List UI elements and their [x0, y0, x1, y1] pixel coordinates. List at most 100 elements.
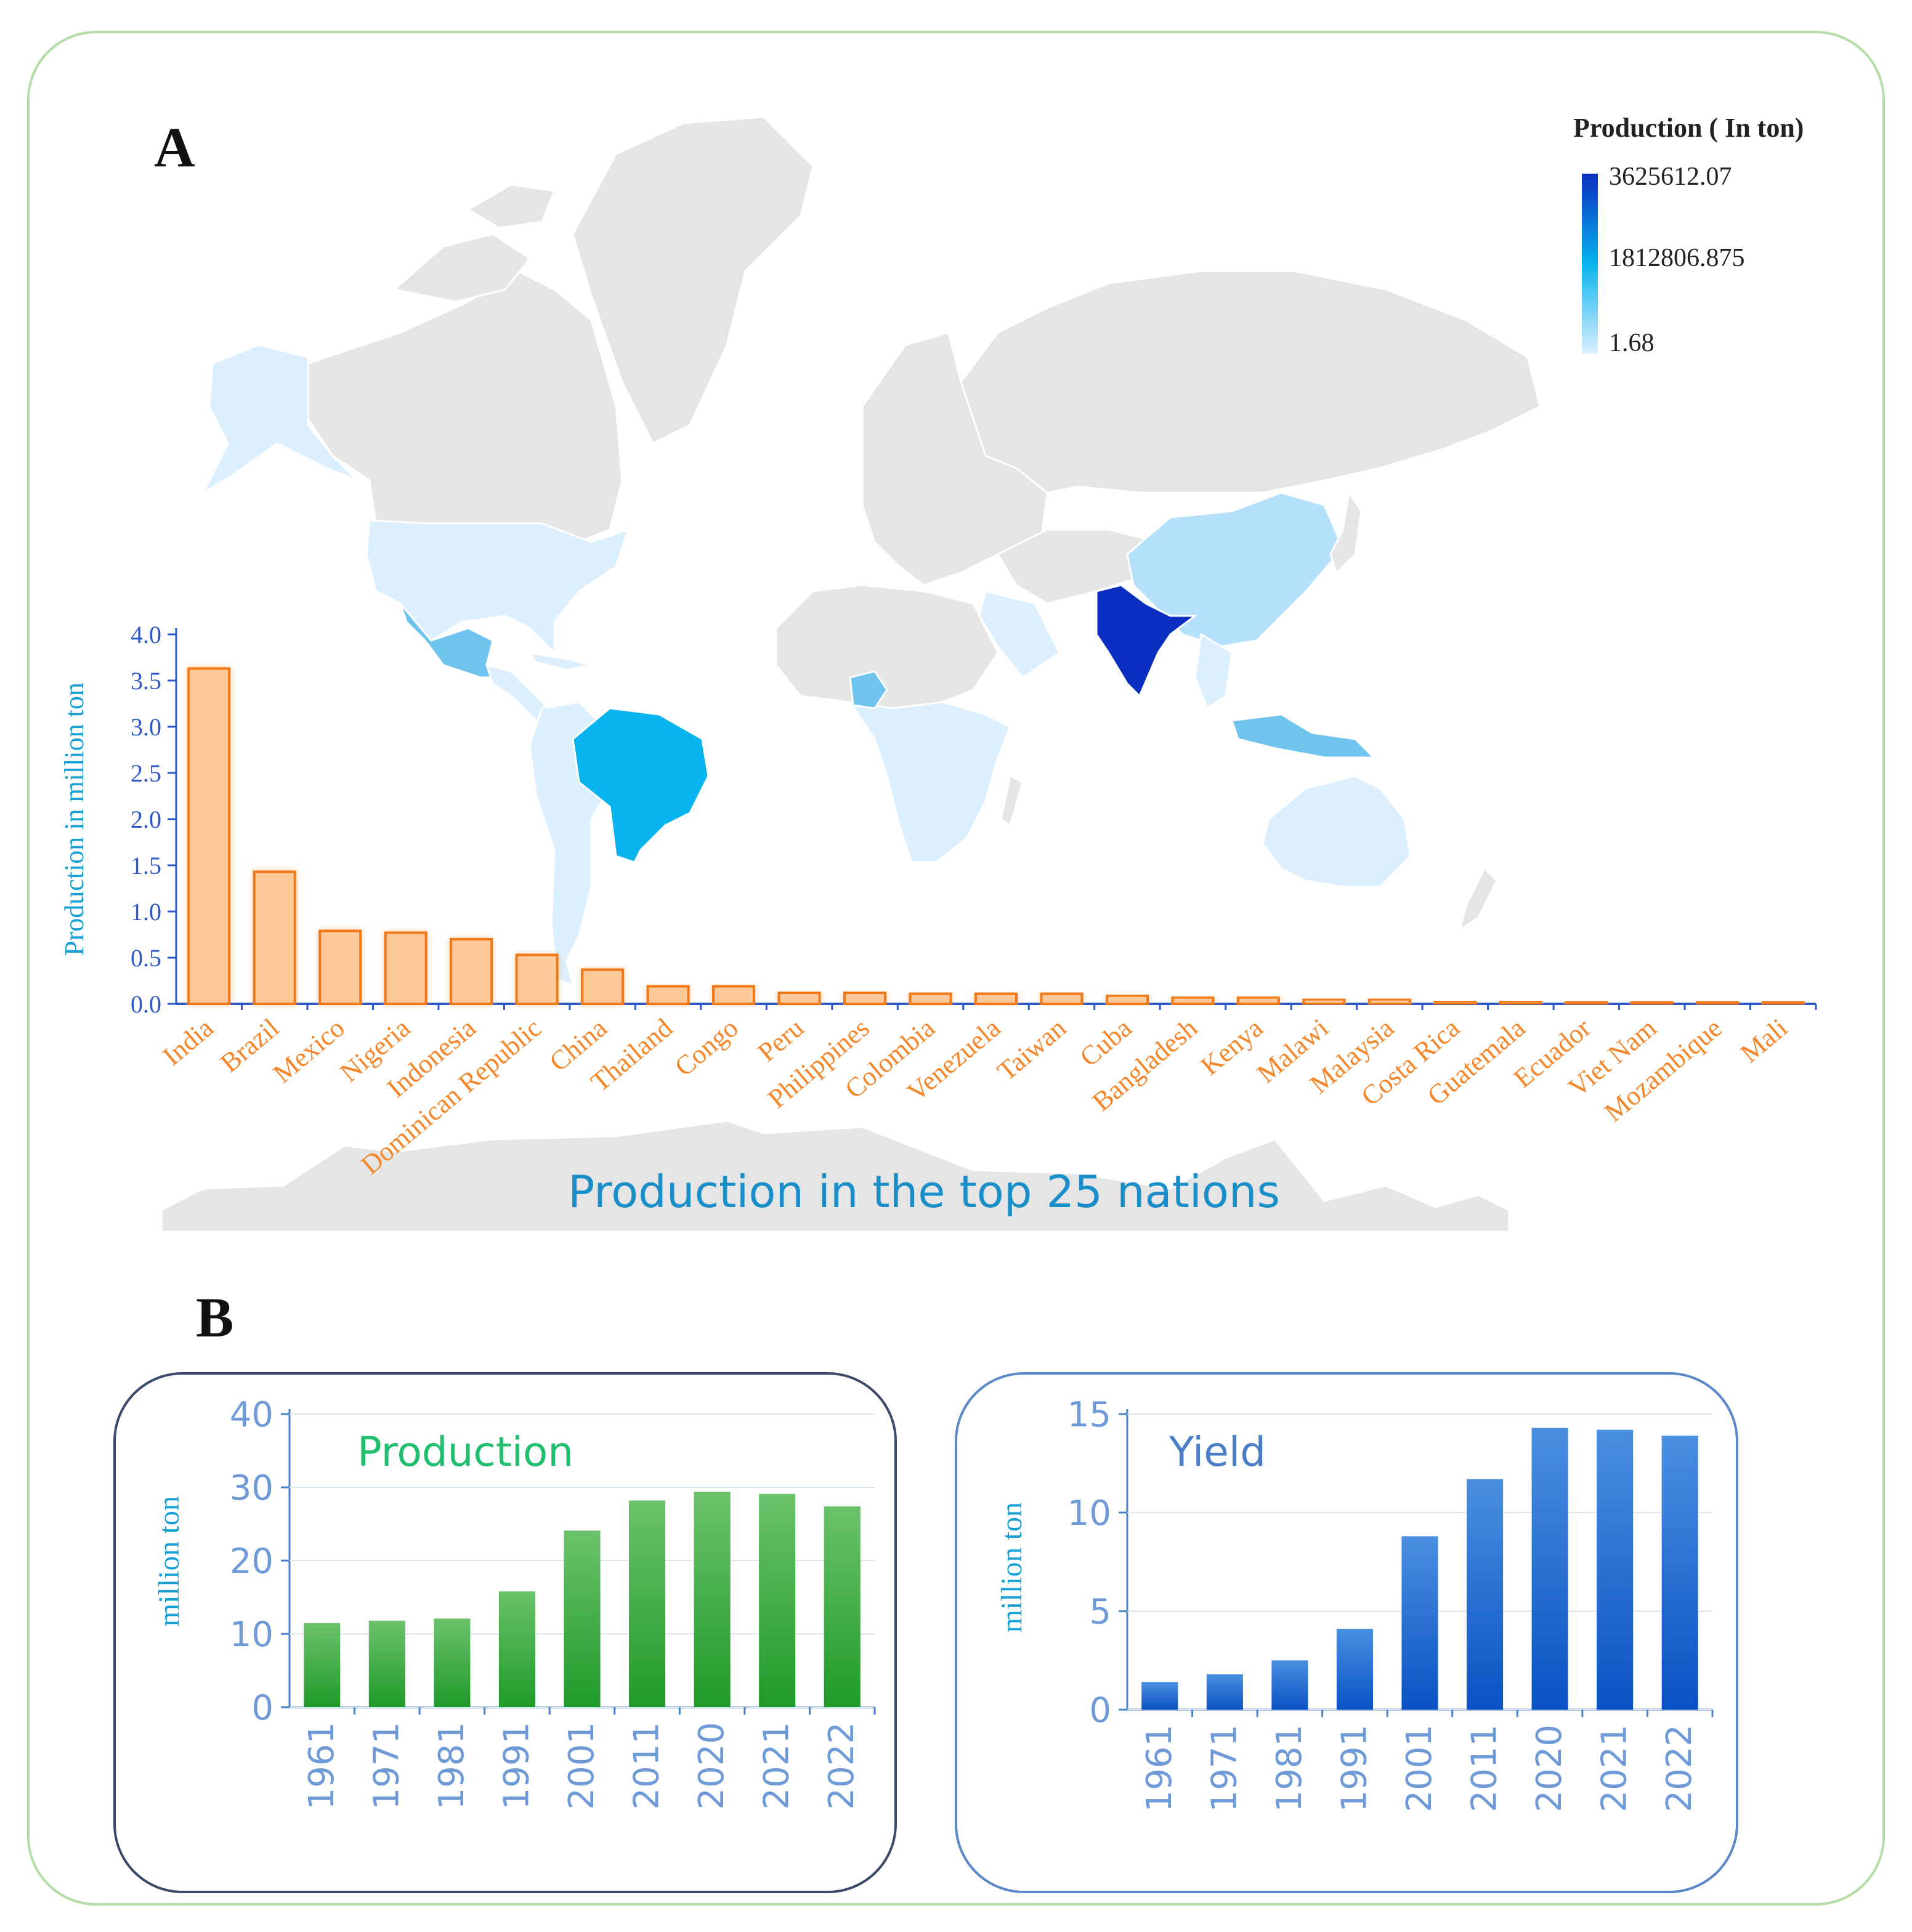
- yield-ytick-label: 15: [1067, 1395, 1111, 1435]
- map-antarctica: [160, 1120, 1510, 1233]
- yield-xlabel-2001: 2001: [1400, 1724, 1440, 1813]
- yield-chart: 0 5 10 15 1961 1971 1981 1991 2001 2011 2020 2021 2…: [995, 1395, 1714, 1813]
- top25-bar-nigeria: [384, 931, 427, 1005]
- yield-xlabel-2011: 2011: [1465, 1724, 1505, 1813]
- top25-bar-ecuador: [1565, 1000, 1608, 1005]
- map-africa-south: [848, 701, 1011, 863]
- legend-max-label: 3625612.07: [1609, 163, 1732, 191]
- top25-bar-guatemala: [1499, 1000, 1542, 1005]
- production-bar-2021: [759, 1493, 796, 1707]
- map-alaska: [201, 344, 358, 495]
- top25-ytick-label: 3.5: [131, 667, 161, 695]
- production-box: [113, 1372, 897, 1893]
- production-xlabel-1961: 1961: [302, 1722, 342, 1810]
- production-ytick-label: 10: [230, 1615, 273, 1655]
- yield-bar-2011: [1467, 1479, 1504, 1710]
- map-brazil: [572, 707, 710, 863]
- map-arctic-islands: [392, 233, 532, 303]
- map-caribbean: [527, 651, 592, 671]
- yield-xlabel-2022: 2022: [1659, 1724, 1699, 1813]
- top25-bar-china: [581, 968, 625, 1005]
- yield-x-labels: 1961 1971 1981 1991 2001 2011 2020 2021 2022: [1140, 1724, 1699, 1813]
- top25-bars: [187, 667, 1805, 1005]
- top25-bar-mexico: [318, 929, 362, 1005]
- map-australia: [1262, 775, 1412, 888]
- legend-mid-label: 1812806.875: [1609, 244, 1745, 272]
- yield-bars: [1141, 1428, 1698, 1710]
- yield-xlabel-1991: 1991: [1334, 1724, 1374, 1813]
- production-xlabel-1971: 1971: [367, 1722, 407, 1810]
- top25-bar-kenya: [1236, 996, 1280, 1005]
- production-chart: 0 10 20 30 40 1961 1971 1981 1991 2001 2011 2020 20…: [153, 1395, 876, 1810]
- map-madagascar: [1000, 774, 1024, 827]
- panel-b-label: B: [196, 1286, 233, 1349]
- top25-bar-bangladesh: [1171, 996, 1215, 1005]
- top25-bar-congo: [712, 985, 756, 1005]
- yield-bar-2021: [1597, 1429, 1634, 1710]
- top25-ytick-label: 1.0: [131, 898, 161, 926]
- yield-ytick-label: 0: [1089, 1691, 1111, 1731]
- map-southeast-asia: [1194, 633, 1233, 710]
- yield-bar-1981: [1271, 1660, 1308, 1710]
- top25-bar-dominican-republic: [515, 953, 559, 1005]
- yield-bar-1991: [1336, 1628, 1373, 1710]
- map-africa-north: [775, 584, 999, 709]
- production-xlabel-2001: 2001: [562, 1722, 602, 1810]
- yield-box: [955, 1372, 1738, 1893]
- panel-a-label: A: [154, 116, 195, 179]
- top25-bar-costa-rica: [1433, 1000, 1477, 1005]
- yield-bar-2001: [1401, 1536, 1438, 1710]
- top25-bar-philippines: [843, 992, 887, 1005]
- production-bar-1971: [368, 1620, 405, 1707]
- yield-xlabel-1961: 1961: [1140, 1724, 1180, 1813]
- map-russia: [960, 270, 1541, 494]
- yield-ytick-label: 10: [1067, 1493, 1111, 1534]
- top25-bar-peru: [777, 992, 821, 1005]
- top25-ytick-label: 0.0: [131, 990, 161, 1018]
- world-map: [160, 116, 1541, 1233]
- legend-min-label: 1.68: [1609, 329, 1655, 357]
- production-bar-2022: [824, 1506, 861, 1707]
- production-xlabel-1991: 1991: [496, 1722, 537, 1810]
- top25-ytick-label: 3.0: [131, 713, 161, 741]
- map-greenland: [572, 116, 814, 445]
- top25-ytick-label: 0.5: [131, 944, 161, 972]
- map-usa: [365, 519, 630, 655]
- production-bar-2020: [694, 1492, 731, 1707]
- map-india: [1095, 584, 1198, 698]
- top25-bar-viet-nam: [1630, 1000, 1674, 1005]
- top25-bar-india: [187, 667, 231, 1005]
- yield-title: Yield: [1169, 1428, 1266, 1476]
- yield-xlabel-2020: 2020: [1529, 1724, 1570, 1813]
- yield-bar-1961: [1141, 1682, 1178, 1710]
- production-ytick-label: 30: [230, 1468, 273, 1508]
- top25-bar-cuba: [1105, 994, 1149, 1005]
- legend-title: Production ( In ton): [1573, 113, 1804, 143]
- map-indonesia: [1230, 713, 1376, 759]
- top25-ytick-label: 2.0: [131, 806, 161, 833]
- top25-bar-thailand: [646, 985, 690, 1005]
- top25-ytick-label: 4.0: [131, 621, 161, 649]
- map-nigeria: [849, 670, 888, 709]
- production-bar-1981: [434, 1619, 471, 1707]
- production-xlabel-1981: 1981: [432, 1722, 472, 1810]
- top25-caption: Production in the top 25 nations: [568, 1166, 1280, 1218]
- production-ytick-label: 0: [251, 1688, 273, 1728]
- production-ytick-label: 20: [230, 1542, 273, 1582]
- top25-bar-taiwan: [1040, 992, 1084, 1005]
- production-bars: [304, 1492, 861, 1707]
- yield-ytick-label: 5: [1089, 1592, 1111, 1632]
- top25-bar-brazil: [253, 870, 296, 1005]
- top25-bar-colombia: [909, 992, 952, 1005]
- map-new-zealand: [1458, 867, 1498, 932]
- production-title: Production: [357, 1428, 573, 1476]
- yield-ylabel: million ton: [995, 1502, 1028, 1633]
- production-bar-2001: [564, 1530, 601, 1707]
- yield-xlabel-1981: 1981: [1270, 1724, 1310, 1813]
- top25-bar-malaysia: [1367, 998, 1411, 1005]
- top25-bar-venezuela: [974, 992, 1018, 1005]
- production-ylabel: million ton: [153, 1496, 185, 1627]
- yield-bar-2022: [1661, 1436, 1698, 1710]
- top25-ytick-label: 1.5: [131, 852, 161, 879]
- top25-bar-malawi: [1302, 998, 1346, 1005]
